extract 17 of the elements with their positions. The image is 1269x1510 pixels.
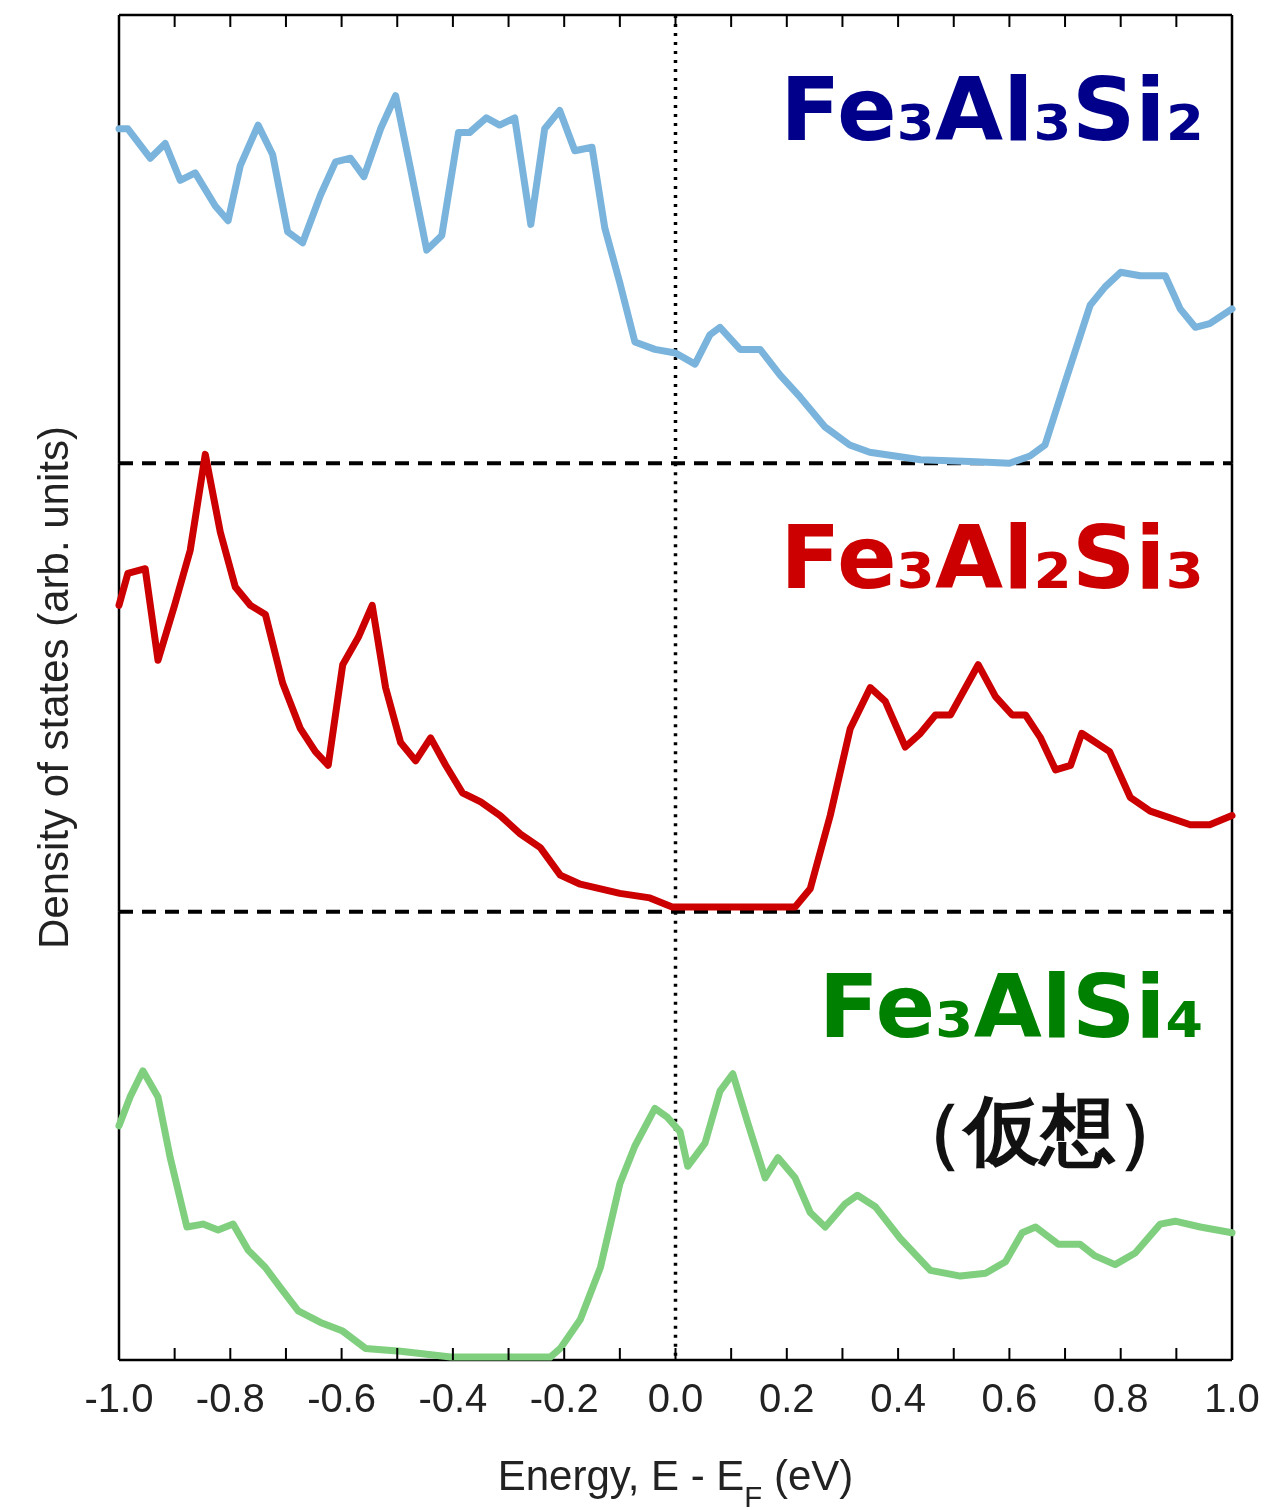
x-tick-label: 0.8 <box>1092 1376 1149 1420</box>
text: Fe₃Al₂Si₃ <box>780 506 1204 610</box>
x-tick-label: 0.4 <box>870 1376 926 1420</box>
x-tick-label: -1.0 <box>84 1376 154 1420</box>
x-axis-title: Energy, E - E$_{F}$ (eV) <box>497 1452 854 1510</box>
chart-title: Fe₃AlSi₄ <box>818 954 1204 1058</box>
chart-title: Fe₃Al₃Si₂ <box>780 58 1204 161</box>
x-tick-label: 1.0 <box>1204 1376 1260 1420</box>
chart-subtitle: （仮想） <box>888 1085 1192 1175</box>
x-tick-label: -0.6 <box>307 1376 377 1420</box>
x-tick-label: 0.2 <box>759 1376 815 1420</box>
x-tick-label: -0.2 <box>529 1376 599 1420</box>
x-tick-label: 0.6 <box>981 1376 1038 1420</box>
x-tick-label: -0.4 <box>418 1376 488 1420</box>
x-tick-label: -0.8 <box>195 1376 265 1420</box>
y-axis-title: Density of states (arb. units) <box>30 426 77 949</box>
x-tick-label: 0.0 <box>647 1376 704 1420</box>
